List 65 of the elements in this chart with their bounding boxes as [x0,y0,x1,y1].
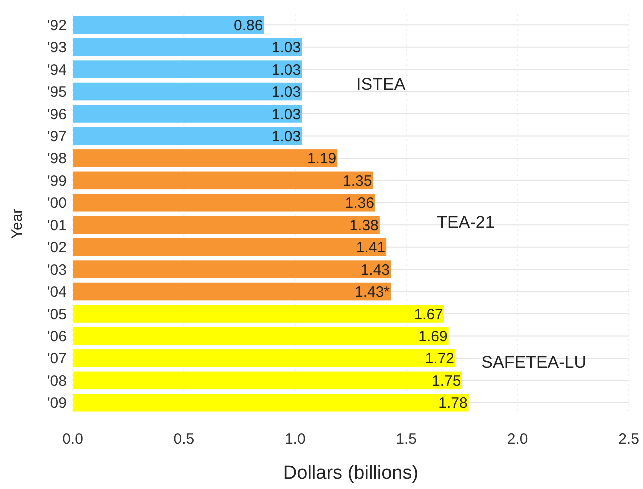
y-tick-label: '99 [47,172,67,190]
y-tick-label: '96 [47,106,67,124]
data-label: 1.67 [414,306,444,324]
y-tick-label: '94 [47,62,67,79]
y-tick-label: '01 [47,217,67,234]
data-label: 1.41 [356,240,386,257]
bar [73,105,302,123]
data-label: 0.86 [234,17,264,34]
data-label: 1.36 [345,195,374,212]
bar [73,194,376,212]
y-tick-label: '03 [47,262,67,279]
bar [73,282,392,301]
annotation: TEA-21 [437,212,495,232]
y-tick-label: '02 [47,240,67,257]
bar [73,38,302,56]
bar [73,172,374,190]
data-label: 1.78 [438,395,468,412]
y-tick-label: '00 [47,195,67,212]
annotation: SAFETEA-LU [482,352,587,372]
data-label: 1.19 [307,150,337,168]
bar [73,16,264,34]
y-tick-label: '98 [47,150,67,168]
y-tick-label: '95 [47,84,67,102]
x-tick-label: 2.0 [507,431,528,448]
data-label: 1.03 [272,40,302,57]
x-tick-label: 0.5 [174,431,195,448]
bar [73,82,302,101]
data-label: 1.03 [272,128,302,146]
bar [73,216,380,234]
data-label: 1.43 [360,262,390,279]
y-tick-label: '05 [47,306,67,324]
bar [73,394,469,412]
data-label: 1.38 [350,217,379,234]
y-tick-label: '04 [47,284,67,302]
bar [73,127,302,146]
y-tick-label: '93 [47,40,67,57]
data-label: 1.03 [272,62,302,79]
data-label: 1.43* [354,284,390,302]
bar [73,60,302,78]
annotation: ISTEA [356,74,406,94]
bar [73,260,392,278]
x-tick-label: 2.5 [618,431,640,448]
y-tick-label: '06 [47,328,67,346]
x-tick-label: 1.5 [396,431,418,448]
bar [73,350,456,368]
data-label: 1.72 [425,350,455,368]
x-tick-label: 1.0 [284,431,306,448]
y-tick-label: '08 [47,372,67,390]
y-tick-label: '92 [47,17,67,34]
data-label: 1.35 [343,172,372,190]
y-axis-title: Year [9,208,26,240]
bar [73,238,387,256]
y-tick-label: '97 [47,128,67,146]
data-label: 1.69 [418,328,448,346]
data-label: 1.03 [272,106,302,124]
x-tick-label: 0.0 [62,431,84,448]
bar [73,305,444,323]
bar [73,150,338,168]
bar [73,327,449,346]
y-tick-label: '07 [47,350,67,368]
x-axis-title: Dollars (billions) [283,463,419,484]
bar [73,372,462,390]
data-label: 1.03 [272,84,302,102]
data-label: 1.75 [432,372,462,390]
y-tick-label: '09 [47,395,67,412]
